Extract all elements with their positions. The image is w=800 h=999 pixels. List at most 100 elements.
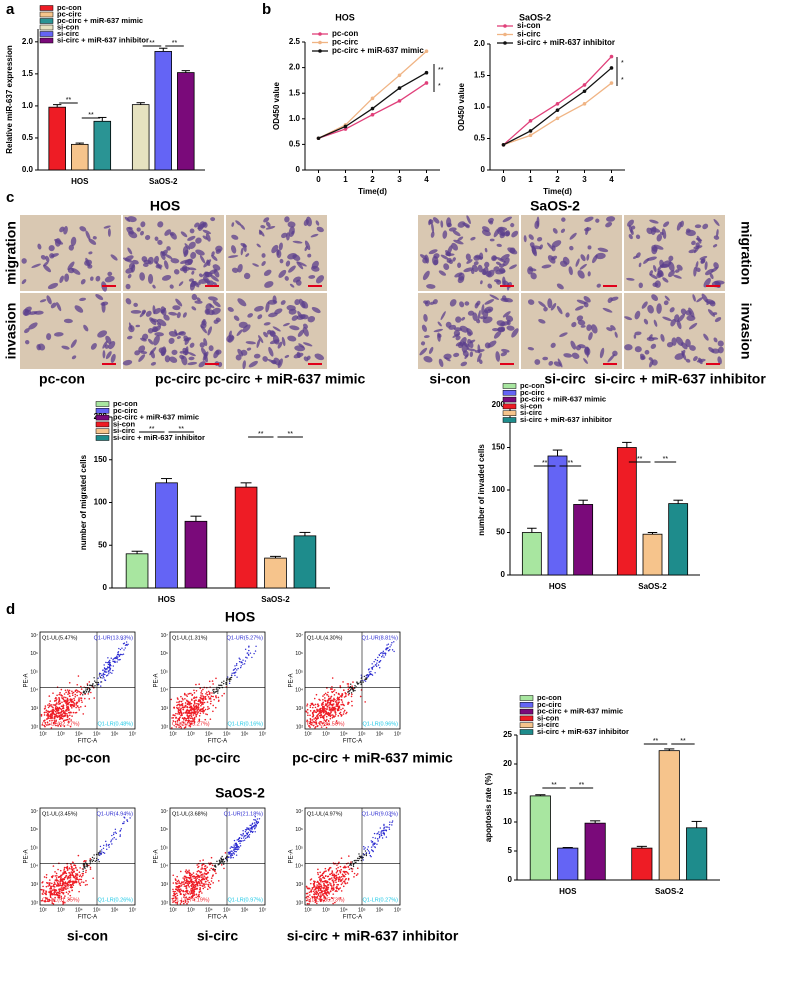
cell-dot (186, 890, 188, 892)
cell-dot (53, 892, 55, 894)
cell-dot (345, 713, 347, 715)
cell-dot (49, 705, 51, 707)
cell-dot (254, 822, 255, 823)
series-line (504, 57, 612, 145)
quadrant-label: Q1-UR(5.27%) (227, 635, 264, 641)
cell-dot (109, 662, 110, 663)
cell-dot (370, 671, 371, 672)
cell-dot (386, 826, 387, 827)
cell-dot (102, 669, 103, 670)
cell-dot (223, 859, 224, 860)
cell-dot (342, 882, 344, 884)
y-tick-label: 1.0 (289, 114, 301, 123)
cell-dot (234, 675, 235, 676)
cell-blob (261, 253, 265, 258)
cell-dot (193, 704, 195, 706)
cell-dot (196, 877, 198, 879)
cell-dot (63, 883, 65, 885)
cell-dot (366, 675, 367, 676)
cell-dot (199, 709, 201, 711)
cell-dot (201, 865, 203, 867)
cell-dot (205, 883, 207, 885)
cell-dot (178, 886, 180, 888)
cell-dot (377, 833, 378, 834)
cell-dot (388, 827, 389, 828)
cell-dot (55, 705, 57, 707)
cell-dot (61, 701, 63, 703)
cell-dot (99, 673, 100, 674)
cell-dot (257, 823, 258, 824)
cell-dot (328, 884, 330, 886)
cell-dot (373, 666, 374, 667)
cell-dot (202, 701, 204, 703)
cell-dot (201, 883, 203, 885)
cell-dot (371, 674, 372, 675)
cell-dot (236, 839, 237, 840)
cell-dot (57, 883, 59, 885)
cell-dot (245, 657, 246, 658)
cell-dot (187, 893, 189, 895)
cell-dot (323, 707, 325, 709)
cell-dot (211, 692, 213, 694)
cell-dot (202, 859, 204, 861)
cell-dot (108, 673, 109, 674)
cell-dot (307, 712, 309, 714)
legend-swatch (40, 25, 53, 30)
cell-dot (46, 709, 48, 711)
cell-dot (110, 664, 111, 665)
flow-x-tick: 10⁷ (259, 907, 267, 913)
flow-y-tick: 10³ (31, 706, 39, 712)
cell-dot (314, 889, 316, 891)
cell-dot (184, 705, 186, 707)
x-tick-label: HOS (549, 582, 567, 591)
cell-dot (379, 836, 380, 837)
cell-dot (204, 886, 206, 888)
bar (155, 51, 172, 170)
cell-dot (194, 703, 196, 705)
cell-dot (320, 714, 322, 716)
cell-dot (196, 714, 198, 716)
cell-dot (364, 847, 365, 848)
cell-dot (71, 871, 73, 873)
cell-dot (70, 874, 72, 876)
cell-dot (108, 664, 109, 665)
flow-y-label: PE-A (289, 849, 295, 863)
cell-dot (371, 846, 372, 847)
cell-dot (238, 839, 239, 840)
cell-dot (392, 649, 393, 650)
cell-dot (221, 859, 222, 860)
cell-dot (359, 856, 360, 857)
cell-dot (332, 691, 334, 693)
cell-dot (108, 846, 109, 847)
cell-dot (186, 712, 188, 714)
cell-dot (336, 868, 338, 870)
cell-dot (246, 828, 247, 829)
cell-dot (383, 656, 384, 657)
quadrant-label: Q1-UL(4.30%) (307, 635, 343, 641)
flow-x-tick: 10⁴ (75, 907, 83, 913)
cell-dot (42, 893, 44, 895)
cell-dot (336, 877, 338, 879)
cell-dot (66, 709, 68, 711)
cell-dot (328, 892, 330, 894)
cell-dot (69, 868, 71, 870)
cell-dot (344, 696, 346, 698)
cell-dot (109, 669, 110, 670)
y-tick-label: 2.0 (289, 63, 301, 72)
cell-dot (192, 694, 194, 696)
cell-dot (230, 847, 231, 848)
cell-dot (76, 695, 78, 697)
cell-dot (235, 668, 236, 669)
cell-dot (87, 689, 88, 690)
cell-dot (207, 708, 209, 710)
cell-dot (351, 701, 353, 703)
legend-swatch (40, 19, 53, 24)
cell-dot (58, 709, 60, 711)
cell-dot (215, 695, 217, 697)
cell-dot (336, 700, 338, 702)
cell-dot (328, 879, 330, 881)
cell-dot (233, 857, 234, 858)
cell-dot (186, 877, 188, 879)
cell-dot (212, 680, 214, 682)
cell-dot (191, 699, 193, 701)
